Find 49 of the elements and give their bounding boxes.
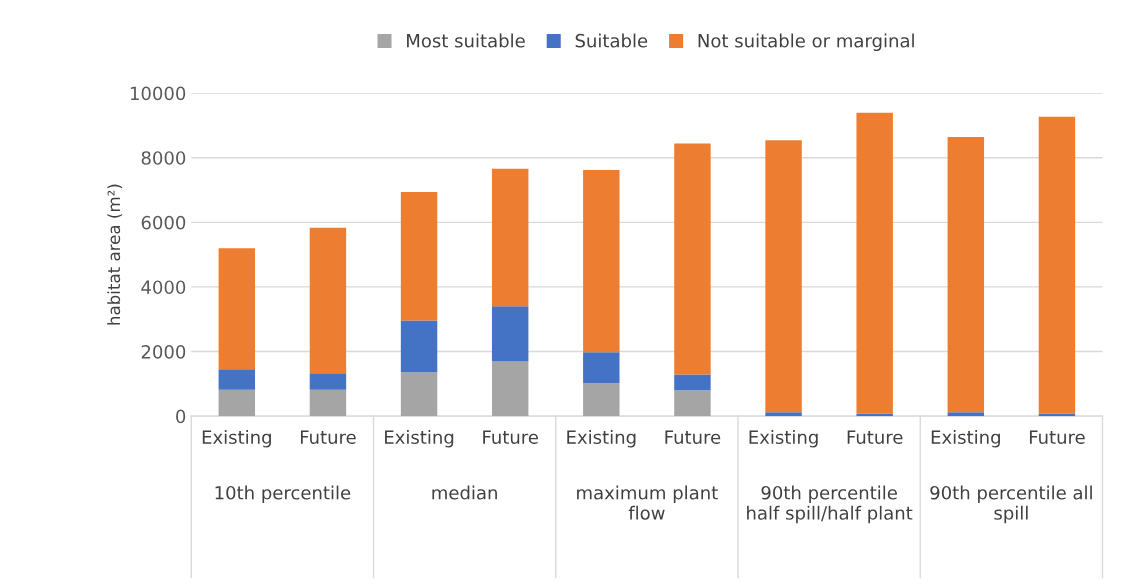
x-tick-label: Future: [1029, 430, 1085, 444]
bar: [947, 137, 985, 413]
bar: [856, 112, 893, 414]
bar: [674, 374, 711, 391]
bar: [765, 412, 802, 417]
x-tick-label: Existing: [931, 430, 1000, 448]
bar: [583, 352, 620, 384]
bar: [674, 143, 711, 375]
bar: [400, 320, 438, 373]
bar: [491, 168, 529, 307]
bar: [400, 372, 438, 417]
y-axis-title: habitat area (m²): [107, 184, 123, 325]
bar: [1038, 116, 1076, 414]
y-tick-label: 0: [176, 409, 186, 424]
bar: [218, 389, 256, 417]
legend-label: Not suitable or marginal: [698, 33, 914, 52]
bar: [583, 383, 620, 417]
bar: [947, 412, 985, 417]
legend-label: Most suitable: [407, 33, 525, 48]
text: 90th percentile all spill: [930, 485, 1092, 524]
text: 10th percentile: [215, 485, 351, 504]
bar: [309, 227, 347, 374]
bar: [309, 389, 347, 417]
bar: [583, 170, 620, 353]
x-tick-label: Future: [483, 430, 538, 444]
y-tick-label: 10000: [130, 86, 186, 101]
legend-label: Suitable: [575, 33, 648, 48]
bar: [218, 248, 256, 370]
x-tick-label: Existing: [749, 430, 818, 448]
y-tick-label: 8000: [141, 151, 186, 165]
x-tick-label: Future: [300, 430, 356, 444]
bar: [400, 191, 438, 321]
bar: [491, 361, 529, 417]
x-tick-label: Existing: [202, 430, 271, 448]
x-tick-label: Future: [665, 430, 721, 444]
text: 90th percentile half spill/half plant: [747, 485, 913, 524]
x-tick-label: Existing: [567, 430, 636, 448]
text: median: [432, 485, 497, 500]
x-tick-label: Existing: [385, 430, 454, 448]
bar: [218, 369, 256, 390]
bar: [309, 373, 347, 390]
bar: [674, 390, 711, 417]
x-tick-label: Future: [847, 430, 903, 444]
y-tick-label: 2000: [141, 344, 186, 359]
y-tick-label: 4000: [141, 280, 186, 295]
bar: [491, 306, 529, 362]
bar: [765, 140, 802, 413]
text: maximum plant flow: [577, 485, 718, 520]
y-tick-label: 6000: [141, 215, 186, 230]
